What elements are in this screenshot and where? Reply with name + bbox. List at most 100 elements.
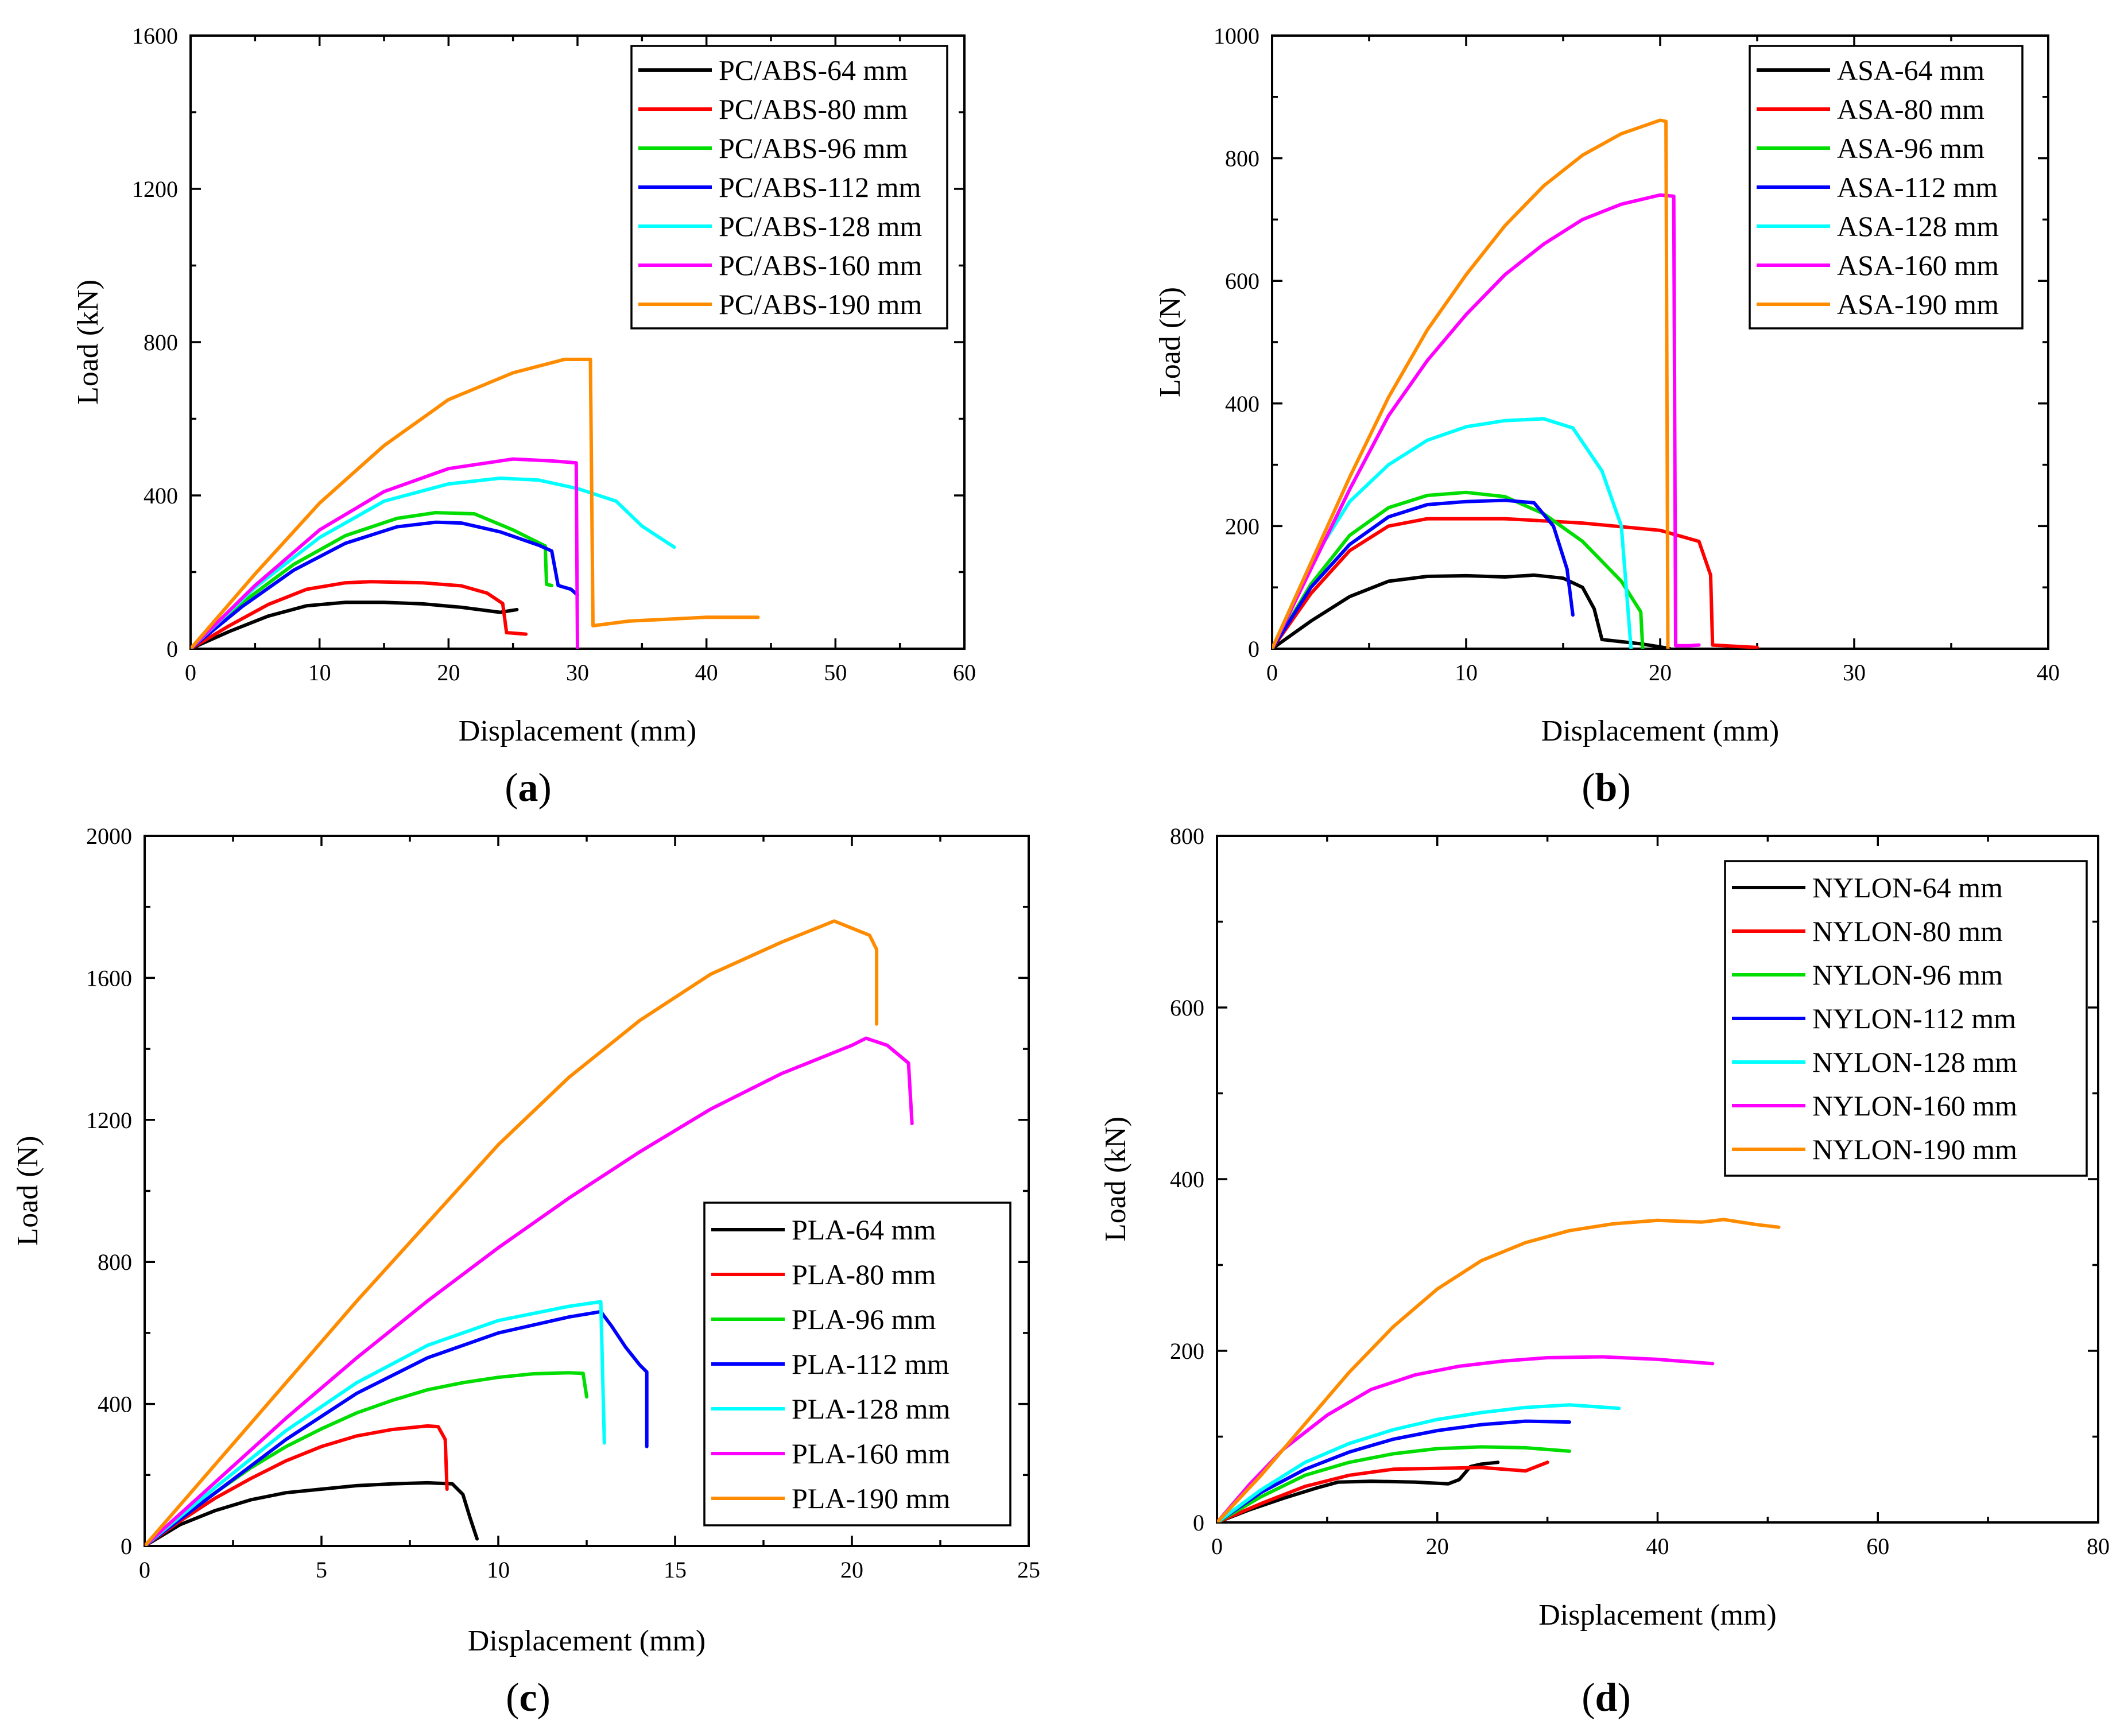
x-tick-label: 10 (308, 660, 331, 685)
y-tick-label: 600 (1170, 995, 1204, 1021)
panel-label: (c) (506, 1676, 551, 1720)
legend-label: NYLON-190 mm (1812, 1133, 2017, 1165)
y-tick-label: 1200 (86, 1107, 132, 1133)
panel-label: (a) (505, 766, 552, 810)
series-line-pla-96-mm (145, 1371, 588, 1546)
x-tick-label: 25 (1017, 1557, 1040, 1583)
series-line-pc-abs-64-mm (191, 600, 519, 649)
series-line-asa-128-mm (1272, 417, 1633, 649)
y-tick-label: 0 (121, 1533, 132, 1559)
y-tick-label: 0 (1248, 636, 1259, 662)
y-tick-label: 0 (1193, 1510, 1204, 1536)
y-axis-title: Load (N) (1154, 287, 1187, 397)
series-line-pc-abs-96-mm (191, 511, 554, 649)
series-line-pla-160-mm (145, 1036, 914, 1546)
legend-label: PC/ABS-80 mm (719, 93, 908, 125)
panel-label: (b) (1582, 766, 1631, 810)
y-tick-label: 400 (1170, 1167, 1204, 1192)
y-tick-label: 400 (98, 1392, 132, 1417)
x-tick-label: 20 (840, 1557, 863, 1583)
x-tick-label: 0 (185, 660, 196, 685)
x-tick-label: 20 (437, 660, 460, 685)
legend-label: NYLON-80 mm (1812, 915, 2003, 947)
series-line-asa-80-mm (1272, 517, 1759, 649)
x-tick-label: 0 (139, 1557, 150, 1583)
y-axis-title: Load (kN) (1099, 1117, 1132, 1242)
series-line-nylon-80-mm (1217, 1460, 1549, 1522)
x-tick-label: 40 (2037, 660, 2060, 685)
x-tick-label: 80 (2087, 1533, 2110, 1559)
x-tick-label: 60 (1866, 1533, 1889, 1559)
legend: PC/ABS-64 mm PC/ABS-80 mm PC/ABS-96 mm PC/A… (630, 45, 948, 330)
legend-label: PC/ABS-160 mm (719, 249, 922, 281)
legend-label: NYLON-64 mm (1812, 871, 2003, 904)
y-tick-label: 1600 (86, 965, 132, 991)
y-tick-label: 800 (1170, 823, 1204, 849)
y-tick-label: 800 (1225, 146, 1259, 172)
series-line-pla-112-mm (145, 1309, 649, 1546)
panel-a: 0 10 20 30 40 50 60 0 400 800 1200 1600 Displacement… (72, 23, 976, 810)
x-axis-title: Displacement (mm) (459, 715, 696, 747)
series-line-pla-128-mm (145, 1300, 606, 1546)
y-tick-label: 800 (144, 330, 178, 355)
legend-label: PC/ABS-64 mm (719, 54, 908, 86)
legend: PLA-64 mm PLA-80 mm PLA-96 mm PLA-112 mm PLA… (703, 1202, 1011, 1526)
legend-label: PC/ABS-112 mm (719, 171, 921, 203)
series-line-asa-190-mm (1272, 118, 1670, 649)
series-line-nylon-112-mm (1217, 1419, 1571, 1522)
legend-label: ASA-190 mm (1837, 288, 1999, 320)
x-tick-label: 15 (664, 1557, 687, 1583)
series-line-pla-80-mm (145, 1424, 449, 1546)
y-tick-label: 1200 (132, 176, 178, 202)
y-tick-label: 200 (1225, 513, 1259, 539)
x-axis-title: Displacement (mm) (1541, 715, 1779, 747)
x-axis-title: Displacement (mm) (1538, 1599, 1776, 1632)
legend: ASA-64 mm ASA-80 mm ASA-96 mm ASA-112 mm ASA… (1749, 45, 2024, 330)
series-line-nylon-190-mm (1217, 1218, 1781, 1522)
series-line-pc-abs-190-mm (191, 358, 760, 649)
x-tick-label: 50 (824, 660, 847, 685)
x-tick-label: 20 (1649, 660, 1672, 685)
y-tick-label: 400 (1225, 391, 1259, 417)
x-tick-label: 0 (1266, 660, 1278, 685)
series-line-pc-abs-160-mm (191, 457, 579, 649)
y-tick-label: 800 (98, 1249, 132, 1275)
legend-label: ASA-96 mm (1837, 132, 1985, 164)
legend-label: NYLON-96 mm (1812, 959, 2003, 991)
legend-label: PLA-160 mm (792, 1437, 951, 1470)
x-tick-label: 5 (316, 1557, 327, 1583)
legend-label: PLA-96 mm (792, 1303, 936, 1335)
legend-label: PC/ABS-190 mm (719, 288, 922, 320)
series-line-pla-190-mm (145, 919, 879, 1546)
series-line-pc-abs-112-mm (191, 520, 579, 649)
legend-label: ASA-80 mm (1837, 93, 1985, 125)
panel-c: 0 5 10 15 20 25 0 400 800 1200 1600 2000 Displacemen… (11, 823, 1040, 1720)
legend-label: PLA-112 mm (792, 1348, 949, 1380)
series-line-nylon-128-mm (1217, 1403, 1621, 1522)
y-tick-label: 1000 (1214, 23, 1259, 49)
legend-label: ASA-112 mm (1837, 171, 1998, 203)
x-tick-label: 30 (1843, 660, 1866, 685)
legend-label: PLA-64 mm (792, 1214, 936, 1246)
y-axis-title: Load (kN) (72, 280, 104, 405)
series-line-asa-112-mm (1272, 498, 1575, 649)
series-line-asa-64-mm (1272, 573, 1672, 649)
panel-label: (d) (1582, 1676, 1631, 1720)
x-tick-label: 60 (953, 660, 976, 685)
series-line-asa-160-mm (1272, 193, 1701, 649)
series-line-nylon-96-mm (1217, 1445, 1571, 1522)
y-axis-title: Load (N) (11, 1136, 44, 1246)
x-tick-label: 10 (487, 1557, 510, 1583)
legend-label: ASA-64 mm (1837, 54, 1985, 86)
x-tick-label: 10 (1455, 660, 1478, 685)
y-tick-label: 400 (144, 483, 178, 509)
x-tick-label: 20 (1426, 1533, 1449, 1559)
x-tick-label: 0 (1211, 1533, 1223, 1559)
y-tick-label: 600 (1225, 268, 1259, 294)
y-tick-label: 2000 (86, 823, 132, 849)
legend-label: ASA-160 mm (1837, 249, 1999, 281)
legend-label: PLA-128 mm (792, 1393, 951, 1425)
